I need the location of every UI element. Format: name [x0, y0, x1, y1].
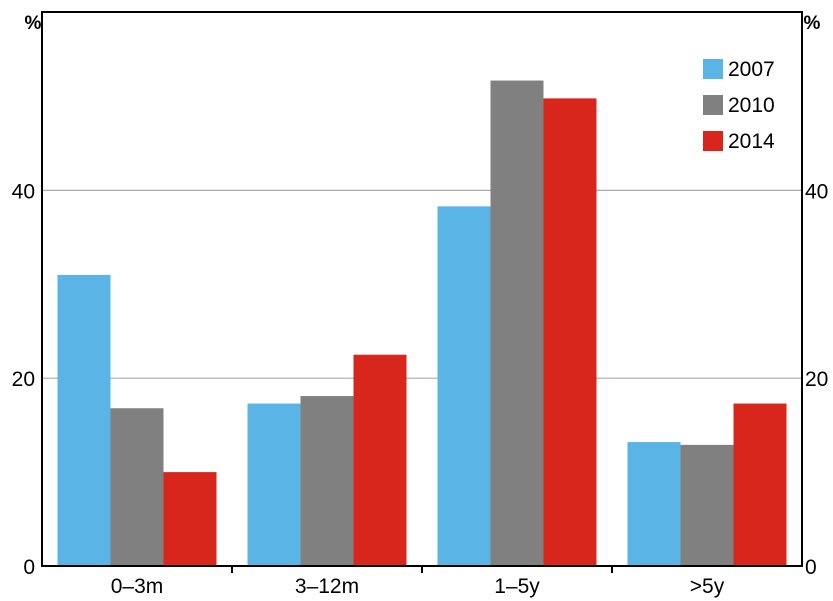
y-axis-unit-right: % [804, 13, 821, 34]
legend-swatch-2010 [703, 95, 723, 115]
x-category-label: >5y [690, 575, 725, 598]
y-tick-label-right: 40 [805, 180, 828, 203]
legend-swatch-2014 [703, 131, 723, 151]
y-tick-label-left: 20 [12, 368, 35, 391]
axis-labels: 0 0 20 20 40 40 0–3m 3–12m 1–5y >5y [12, 180, 829, 598]
bar-2014-0 [163, 472, 217, 566]
bar-2010-0 [110, 408, 164, 566]
x-ticks [231, 566, 613, 573]
y-axis-unit-left: % [25, 13, 42, 34]
y-tick-label-left: 0 [23, 556, 35, 579]
bar-2010-1 [300, 396, 354, 566]
bar-2014-3 [733, 403, 787, 566]
bar-2010-2 [490, 80, 544, 566]
x-category-label: 0–3m [111, 575, 164, 598]
bars [57, 80, 787, 566]
legend-label-2014: 2014 [728, 130, 775, 153]
bar-2007-0 [57, 274, 111, 566]
gridlines [42, 189, 802, 379]
legend-swatch-2007 [703, 59, 723, 79]
y-tick-label-left: 40 [12, 180, 35, 203]
bar-2014-1 [353, 354, 407, 566]
bar-2007-1 [247, 403, 301, 566]
legend-label-2010: 2010 [728, 94, 775, 117]
bar-2007-2 [437, 206, 491, 566]
x-category-label: 1–5y [494, 575, 540, 598]
bar-2014-2 [543, 98, 597, 566]
y-tick-label-right: 0 [805, 556, 817, 579]
y-tick-label-right: 20 [805, 368, 828, 391]
legend-label-2007: 2007 [728, 58, 775, 81]
legend: 2007 2010 2014 [703, 58, 775, 153]
x-category-label: 3–12m [295, 575, 359, 598]
bar-2010-3 [680, 444, 734, 566]
bar-2007-3 [627, 442, 681, 566]
